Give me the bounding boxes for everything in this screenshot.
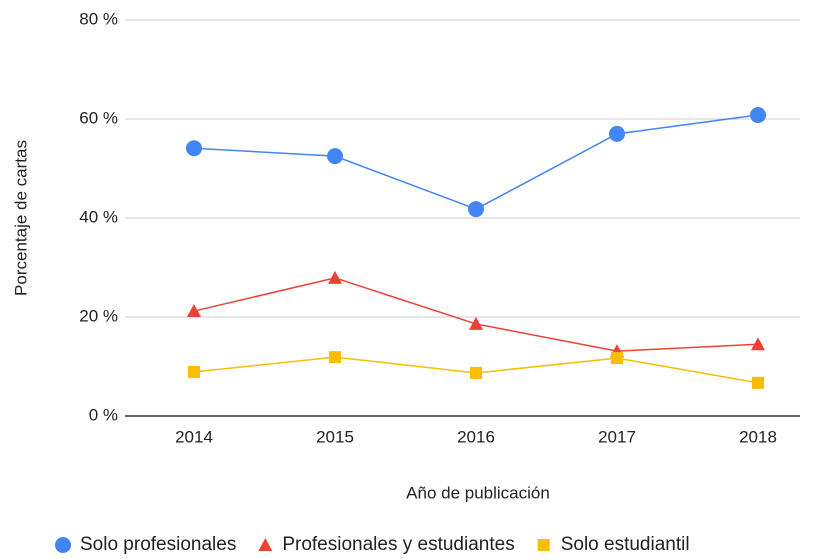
- legend-label: Solo profesionales: [80, 534, 236, 555]
- legend-marker: [258, 538, 273, 551]
- x-tick-label: 2016: [457, 427, 495, 446]
- legend-label: Solo estudiantil: [561, 534, 690, 555]
- point: [187, 304, 201, 318]
- point: [611, 352, 623, 365]
- x-axis-label: Año de publicación: [406, 483, 550, 502]
- point: [328, 270, 342, 284]
- point: [188, 365, 200, 378]
- point: [609, 125, 625, 142]
- point: [751, 337, 765, 351]
- point: [750, 107, 766, 124]
- legend-label: Profesionales y estudiantes: [282, 534, 514, 555]
- y-tick-label: 40 %: [79, 207, 118, 226]
- point: [468, 201, 484, 218]
- x-tick-label: 2015: [316, 427, 354, 446]
- x-tick-label: 2018: [739, 427, 777, 446]
- y-tick-label: 60 %: [79, 108, 118, 127]
- point: [329, 351, 341, 364]
- y-axis-label: Porcentaje de cartas: [11, 140, 30, 296]
- point: [470, 366, 482, 379]
- y-tick-label: 20 %: [79, 306, 118, 325]
- y-tick-label: 80 %: [79, 9, 118, 28]
- point: [752, 376, 764, 389]
- y-tick-label: 0 %: [89, 405, 118, 424]
- x-tick-label: 2014: [175, 427, 213, 446]
- point: [186, 140, 202, 157]
- point: [327, 148, 343, 165]
- series-line: [193, 277, 759, 352]
- legend-marker: [55, 537, 71, 553]
- legend-marker: [537, 539, 550, 551]
- series-line: [193, 114, 759, 210]
- point: [469, 316, 483, 330]
- x-tick-label: 2017: [598, 427, 636, 446]
